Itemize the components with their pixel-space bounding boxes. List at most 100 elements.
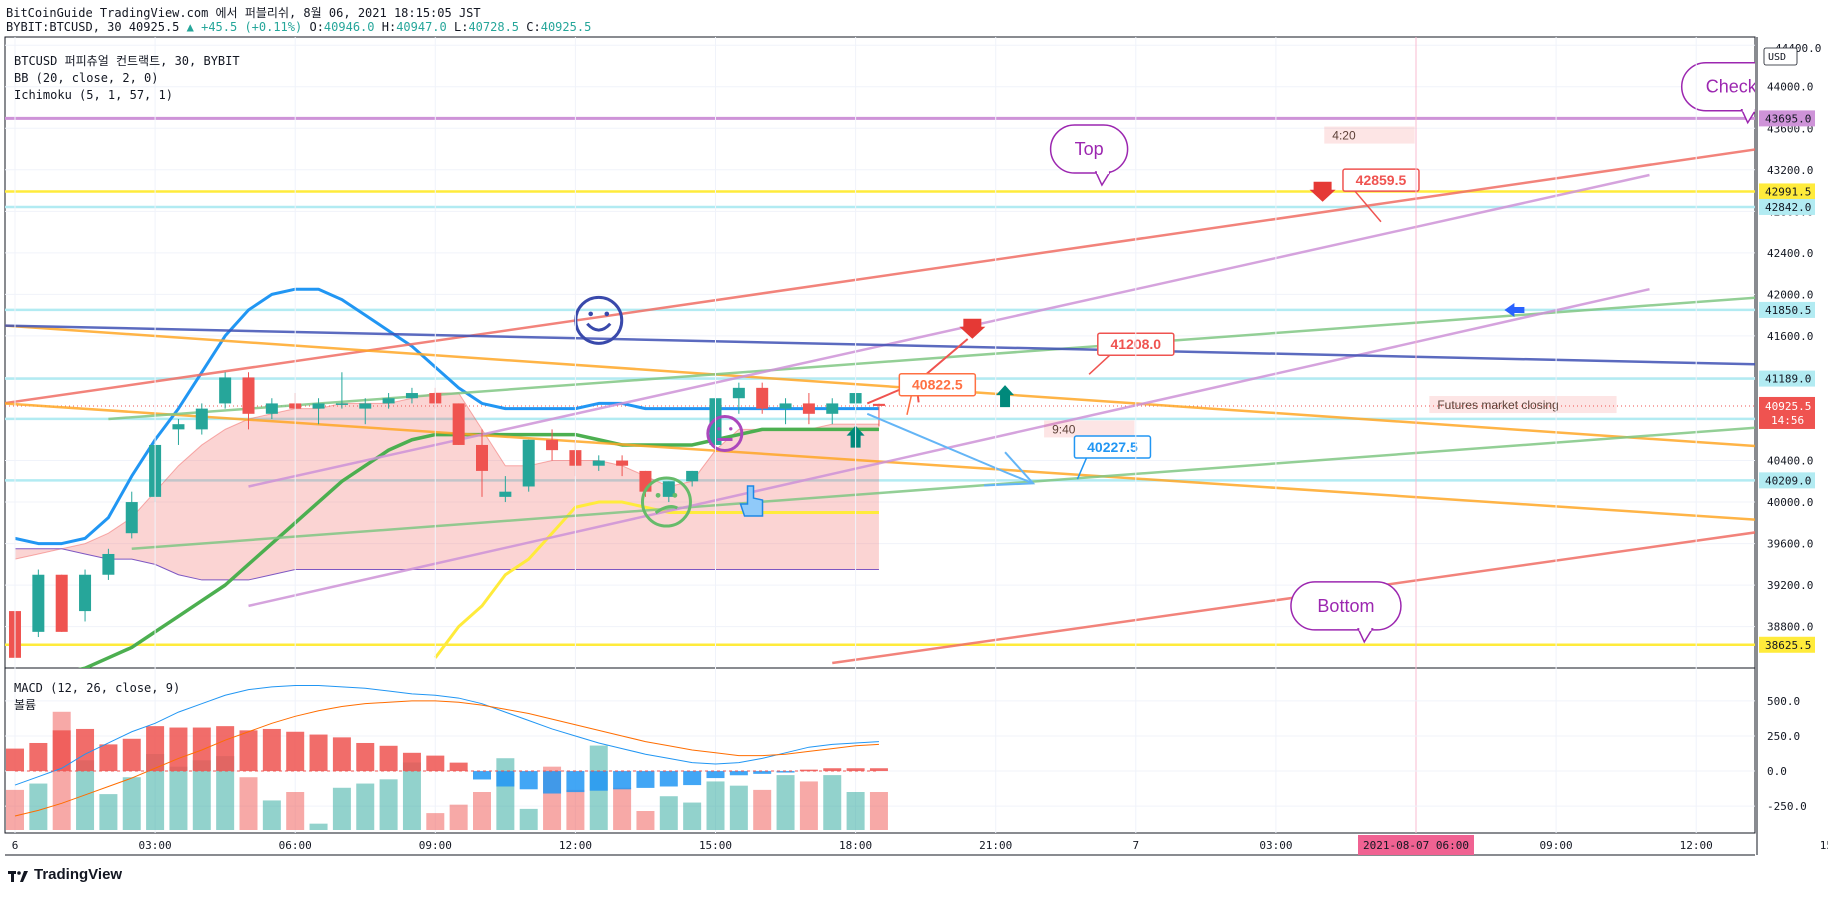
time-tick-label: 6 [12,839,19,852]
price-callout-box [1073,435,1152,459]
macd-signal-line [14,700,879,817]
callout-pointer [1088,354,1111,375]
macd-histogram-bar [426,755,445,772]
drawn-path-blue [983,451,1036,487]
macd-histogram-bar [29,742,48,772]
candle-body [686,470,699,482]
macd-histogram-bar [519,771,538,790]
candle-body [312,403,325,409]
candle-body [405,393,418,399]
callout-pointer [1076,457,1088,480]
publish-info: BitCoinGuide TradingView.com 에서 퍼블리쉬, 8월… [6,6,481,20]
volume-legend[interactable]: 볼륨 [14,698,37,712]
symbol-legend[interactable]: BTCUSD 퍼피츄얼 컨트랙트, 30, BYBIT [14,54,240,68]
candle-body [102,553,115,575]
hand-shape [739,485,764,517]
price-tick-label: 40000.0 [1767,496,1813,509]
volume-bar [473,792,491,830]
crosshair-time-label: 2021-08-07 06:00 [1363,839,1469,852]
macd-histogram-bar [449,762,468,772]
macd-histogram-bar [309,734,328,772]
candle-body [359,403,372,409]
volume-bar [122,777,141,830]
symbol-ohlc-line: BYBIT:BTCUSD, 30 40925.5 ▲ +45.5 (+0.11%… [6,20,591,34]
time-tick-label: 15:00 [699,839,732,852]
speech-bubble: Check [1680,61,1755,125]
speech-bubble-shape [1290,581,1402,631]
macd-histogram-bar [169,727,188,772]
volume-bar [192,760,211,830]
macd-pane-legend: MACD (12, 26, close, 9) 볼륨 [14,680,180,714]
level-price-label: 43695.0 [1765,112,1811,125]
macd-tick-label: -250.0 [1767,800,1807,813]
callout-pointer [1354,190,1382,223]
trend-line [832,531,1755,665]
crosshair-time-tag [1358,835,1474,855]
open-value: 40946.0 [323,20,375,34]
macd-histogram-bar [683,771,702,786]
volume-bar [239,777,258,830]
macd-histogram-bar [286,731,305,772]
macd-pane [5,684,1755,830]
trend-line [5,324,1755,448]
price-callout-box [898,372,977,397]
macd-histogram-bar [6,748,24,772]
macd-histogram-bar [776,771,795,773]
tradingview-brand[interactable]: TradingView [8,866,122,883]
bb-legend[interactable]: BB (20, close, 2, 0) [14,71,159,85]
time-tick-label: 15:00 [1820,839,1828,852]
volume-bar [823,775,842,830]
face-eye [729,427,733,431]
price-tick-label: 42000.0 [1767,288,1813,301]
macd-histogram-bar [729,771,748,776]
low-value: 40728.5 [468,20,520,34]
high-value: 40947.0 [396,20,447,34]
level-price-label: 38625.5 [1765,639,1811,652]
price-tick-label: 43200.0 [1767,164,1813,177]
price-callout-label: 40822.5 [912,377,963,393]
price-callout-label: 42859.5 [1356,172,1407,188]
price-tick-label: 39600.0 [1767,538,1813,551]
speech-bubble-tail-mask [1742,107,1755,112]
price-tick-label: 39200.0 [1767,579,1813,592]
main-pane-legend: BTCUSD 퍼피츄얼 컨트랙트, 30, BYBIT BB (20, clos… [14,53,240,104]
time-tick-label: 7 [1132,839,1139,852]
tradingview-logo-icon [8,869,28,882]
macd-histogram-bar [659,771,678,787]
time-note-label: 4:20 [1332,129,1356,143]
macd-histogram-bar [799,769,818,772]
low-label: L: [454,20,469,34]
close-label: C: [526,20,541,34]
last-price-text: 40925.5 [128,20,180,34]
volume-bar [29,783,48,830]
level-price-tag [1759,472,1815,489]
candle-body [242,377,255,414]
price-tick-label: 41600.0 [1767,330,1813,343]
wry-face-icon [640,476,692,528]
volume-bar [566,789,585,830]
macd-histogram-bar [589,771,608,791]
price-tick-label: 40400.0 [1767,455,1813,468]
candle-body [756,387,769,409]
time-note-box [1044,420,1135,438]
candle-body [732,387,745,399]
level-price-label: 40209.0 [1765,474,1811,487]
candle-body [79,574,92,612]
ichimoku-legend[interactable]: Ichimoku (5, 1, 57, 1) [14,88,173,102]
speech-bubble-shape [1049,124,1129,174]
macd-legend[interactable]: MACD (12, 26, close, 9) [14,681,181,695]
macd-histogram-bar [706,771,725,779]
macd-histogram-bar [613,771,632,790]
macd-histogram-bar [636,771,655,788]
candle-body [32,574,45,632]
macd-histogram-bar [122,738,141,772]
volume-bar [869,792,888,830]
face-eye [672,492,678,498]
candle-body [616,460,629,466]
neutral-face-icon [706,415,744,453]
volume-bar [216,756,235,830]
symbol-label: BYBIT:BTCUSD, 30 [6,20,122,34]
candle-body [219,377,232,404]
